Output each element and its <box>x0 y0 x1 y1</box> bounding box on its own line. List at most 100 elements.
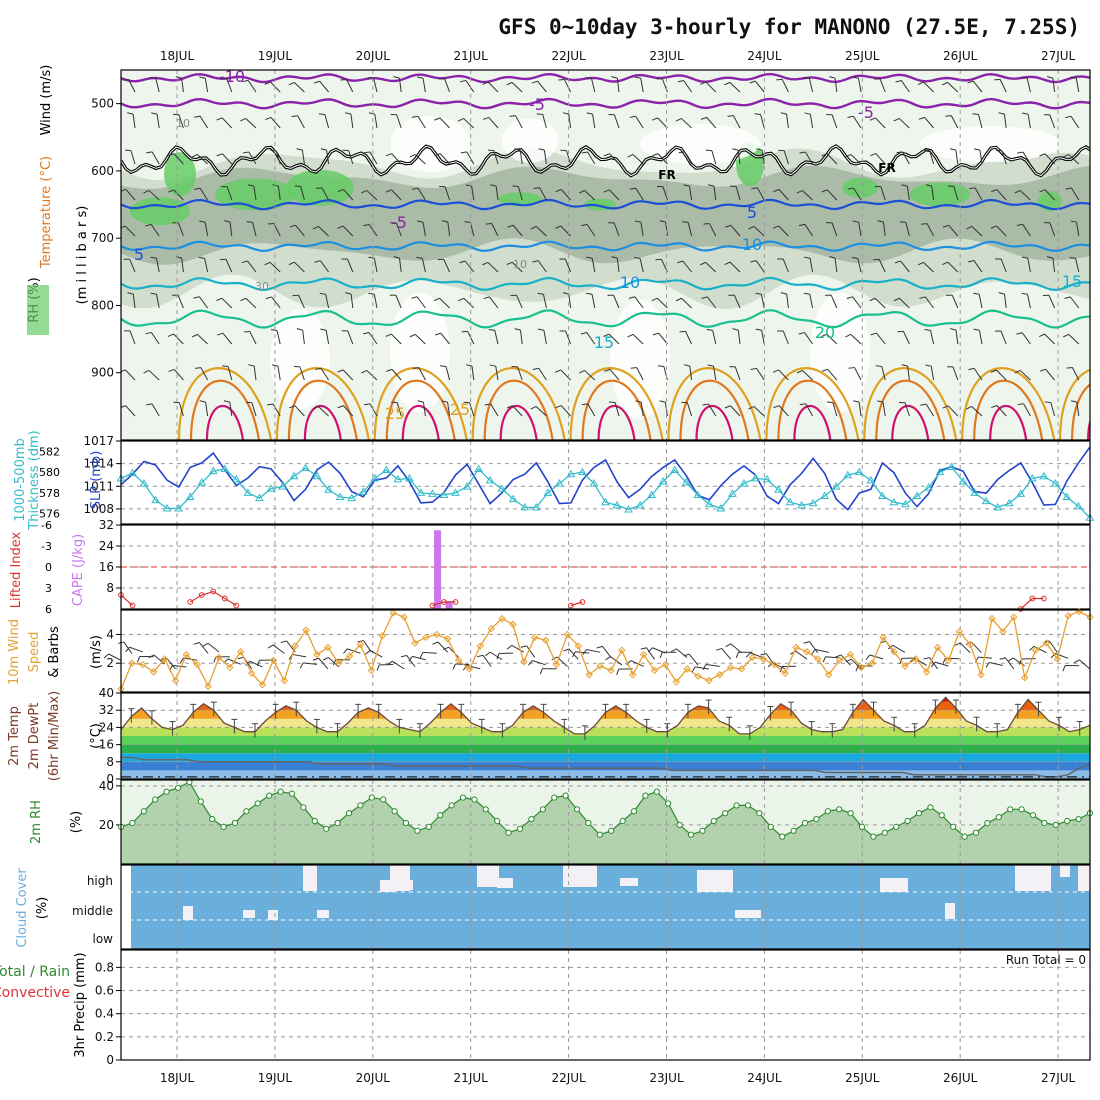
surface-temperature-contour <box>401 405 440 440</box>
wind-barb <box>328 657 340 668</box>
wind-barb <box>1048 294 1056 309</box>
wind-barb <box>342 369 354 381</box>
wind-barb <box>252 222 257 237</box>
wind-barb-flag <box>150 256 157 259</box>
wind-barb <box>318 406 329 417</box>
wind-barb-flag <box>412 367 419 369</box>
rh-point <box>562 792 569 799</box>
tick-label: 8 <box>106 581 114 595</box>
wind-panel: 2 4 10m Wind Speed & Barbs (m/s) <box>7 607 1094 693</box>
wind-barb <box>804 332 814 345</box>
rh-point <box>334 819 341 827</box>
wind-barb-flag <box>411 115 418 118</box>
wind-barb <box>825 656 840 659</box>
wind-speed-point <box>1010 613 1018 621</box>
wind-barb-flag <box>755 328 762 331</box>
wind-barb <box>444 186 451 201</box>
wind-speed-point <box>1031 646 1040 654</box>
wind-barb <box>511 644 525 653</box>
wind-barb-flag <box>616 669 620 675</box>
wind-barb <box>850 658 862 670</box>
wind-barb-flag <box>417 400 424 403</box>
rh-blob-70 <box>842 177 878 198</box>
wind-barb <box>444 78 451 93</box>
thickness-point <box>266 484 276 492</box>
cloud-gap <box>243 910 255 918</box>
wind-barb-flag <box>485 651 491 657</box>
rh-blob-70 <box>130 197 190 226</box>
wind-barb-flag <box>899 221 906 223</box>
wind-barb <box>293 82 305 93</box>
wind-barb <box>1027 294 1031 309</box>
wind-barb <box>199 187 209 201</box>
temperature-contour <box>121 309 1090 329</box>
wind-speed-point <box>335 659 343 667</box>
tick-label: 0 <box>106 1053 114 1067</box>
wind-barb <box>802 370 813 381</box>
rh-point <box>596 831 603 838</box>
wind-barb <box>684 151 693 165</box>
wind-barb-flag <box>264 261 271 266</box>
wind-barb-flag <box>506 81 513 86</box>
wind-frame <box>120 609 1091 693</box>
wind-barb-flag <box>136 656 141 663</box>
wind-barb-flag <box>702 403 709 406</box>
y-axis-label-thickness-a: 1000-500mb <box>13 438 28 522</box>
wind-barb <box>947 261 959 273</box>
wind-barb <box>809 258 814 273</box>
wind-barb <box>972 80 983 93</box>
wind-barb-flag <box>756 148 763 151</box>
wind-barb-flag <box>919 296 926 299</box>
thickness-point <box>174 503 184 512</box>
wind-barb <box>923 261 934 273</box>
wind-barb <box>681 118 692 129</box>
y-axis-label-lifted-index: Lifted Index <box>9 531 24 608</box>
temperature-contour-label: 15 <box>594 333 614 352</box>
rh-point <box>767 823 774 830</box>
wind-barb-flag <box>865 654 871 661</box>
wind-barb <box>437 641 448 653</box>
wind-barb-flag <box>1066 367 1073 369</box>
wind-barb <box>926 223 935 237</box>
wind-barb <box>204 222 209 237</box>
rh-point <box>836 806 843 813</box>
wind-barb <box>181 258 184 273</box>
wind-barb-flag <box>167 333 174 337</box>
wind-barb-flag <box>242 151 249 154</box>
wind-barb-flag <box>299 662 304 669</box>
wind-barb <box>271 296 281 309</box>
wind-barb-flag <box>1039 189 1046 193</box>
thickness-tick-label: 582 <box>39 445 60 458</box>
temperature-contour-label: 5 <box>134 245 144 264</box>
wind-barb-flag <box>245 660 251 666</box>
wind-barb <box>705 261 717 273</box>
thickness-point <box>901 499 910 508</box>
wind-barb <box>321 187 330 201</box>
wind-barb <box>640 78 644 93</box>
wind-barb <box>391 369 402 381</box>
wind-barb-flag <box>363 331 370 335</box>
tick-label: 16 <box>99 738 114 752</box>
wind-barb <box>565 330 572 345</box>
wind-barb <box>735 186 741 201</box>
wind-barb-flag <box>143 369 150 374</box>
li-tick-label: -3 <box>41 540 52 553</box>
wind-barb-flag <box>265 116 272 120</box>
wind-barb <box>753 226 765 237</box>
wind-barb <box>343 189 354 201</box>
wind-barb <box>713 186 717 201</box>
wind-barb-flag <box>296 328 303 331</box>
wind-barb-flag <box>199 400 206 403</box>
wind-barb <box>471 186 475 201</box>
wind-barb-flag <box>530 225 537 230</box>
wind-barb <box>535 406 547 417</box>
wind-barb <box>422 651 437 654</box>
wind-barb-flag <box>145 223 152 227</box>
wind-barb <box>1044 153 1055 165</box>
temperature-contour <box>121 276 1090 292</box>
wind-speed-point <box>269 656 278 665</box>
wind-barb <box>245 118 257 129</box>
rh-point <box>311 817 318 825</box>
date-label-top: 24JUL <box>747 49 782 63</box>
wind-barb <box>613 114 620 129</box>
